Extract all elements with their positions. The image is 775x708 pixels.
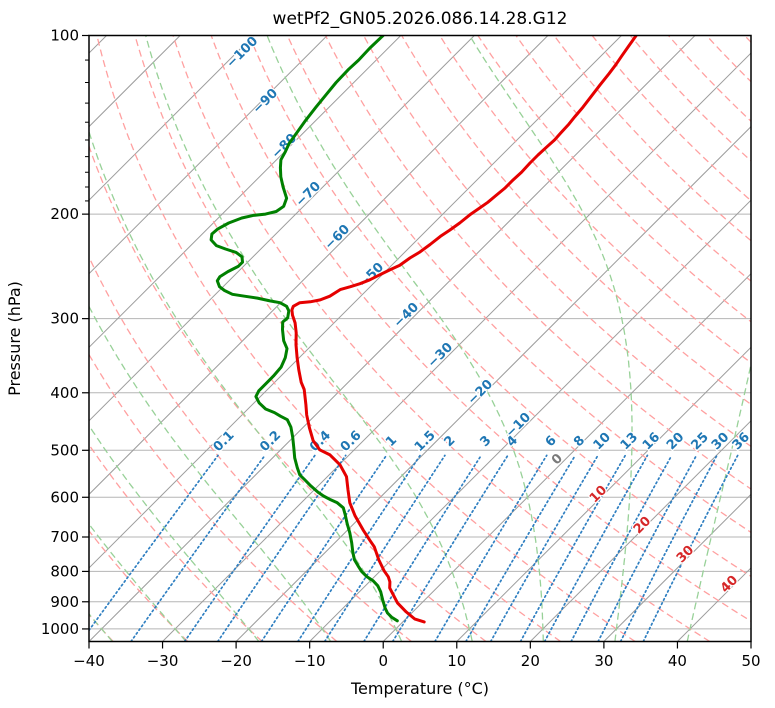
- svg-text:30: 30: [709, 430, 732, 453]
- svg-text:900: 900: [50, 593, 79, 611]
- svg-text:10: 10: [447, 652, 466, 670]
- isotherms: [89, 35, 751, 642]
- svg-text:10: 10: [591, 430, 614, 453]
- axis-titles: Temperature (°C) Pressure (hPa): [5, 281, 489, 698]
- svg-text:20: 20: [521, 652, 540, 670]
- svg-text:−10: −10: [294, 652, 326, 670]
- svg-text:600: 600: [50, 488, 79, 506]
- mixing-ratio-lines: [89, 454, 739, 642]
- svg-text:50: 50: [741, 652, 760, 670]
- svg-text:0.1: 0.1: [211, 428, 238, 455]
- svg-text:−60: −60: [322, 222, 353, 253]
- svg-text:−30: −30: [425, 340, 456, 371]
- svg-text:40: 40: [718, 573, 741, 596]
- svg-text:40: 40: [668, 652, 687, 670]
- svg-text:13: 13: [618, 430, 641, 453]
- svg-text:20: 20: [631, 514, 654, 537]
- dry-adiabats: [89, 35, 751, 642]
- svg-text:1000: 1000: [41, 620, 79, 638]
- temperature-line: [290, 35, 638, 624]
- chart-title: wetPf2_GN05.2026.086.14.28.G12: [272, 9, 568, 29]
- svg-text:−50: −50: [356, 260, 387, 291]
- svg-text:16: 16: [640, 430, 663, 453]
- sounding-lines: [209, 35, 638, 624]
- svg-text:8: 8: [571, 433, 588, 450]
- svg-text:30: 30: [674, 543, 697, 566]
- dewpoint-line: [209, 35, 399, 623]
- svg-text:10: 10: [587, 483, 610, 506]
- svg-text:−40: −40: [73, 652, 105, 670]
- axes: [88, 34, 752, 643]
- svg-text:700: 700: [50, 528, 79, 546]
- svg-text:200: 200: [50, 205, 79, 223]
- svg-text:300: 300: [50, 310, 79, 328]
- svg-text:−30: −30: [147, 652, 179, 670]
- svg-text:800: 800: [50, 562, 79, 580]
- svg-text:20: 20: [664, 430, 687, 453]
- x-axis: −40 −30 −20 −10 0 10 20 30 40 50: [73, 641, 761, 670]
- svg-text:0.6: 0.6: [338, 428, 365, 455]
- svg-text:3: 3: [478, 433, 495, 450]
- x-axis-title: Temperature (°C): [350, 679, 489, 698]
- y-axis-title: Pressure (hPa): [5, 281, 24, 396]
- svg-text:−90: −90: [250, 86, 281, 117]
- svg-text:1: 1: [383, 433, 400, 450]
- svg-text:25: 25: [689, 430, 712, 453]
- pressure-gridlines: [89, 35, 751, 630]
- svg-text:2: 2: [441, 433, 458, 450]
- svg-text:100: 100: [50, 27, 79, 45]
- svg-text:−100: −100: [224, 34, 261, 71]
- svg-text:30: 30: [594, 652, 613, 670]
- svg-text:−70: −70: [293, 179, 324, 210]
- y-axis: 100 200 300 400 500 600 700 800 900 1000: [41, 27, 89, 638]
- svg-text:−20: −20: [220, 652, 252, 670]
- svg-text:0: 0: [378, 652, 388, 670]
- svg-text:−40: −40: [391, 300, 422, 331]
- svg-text:400: 400: [50, 384, 79, 402]
- svg-text:500: 500: [50, 441, 79, 459]
- svg-text:0: 0: [549, 451, 566, 468]
- moist-adiabats: [89, 35, 751, 642]
